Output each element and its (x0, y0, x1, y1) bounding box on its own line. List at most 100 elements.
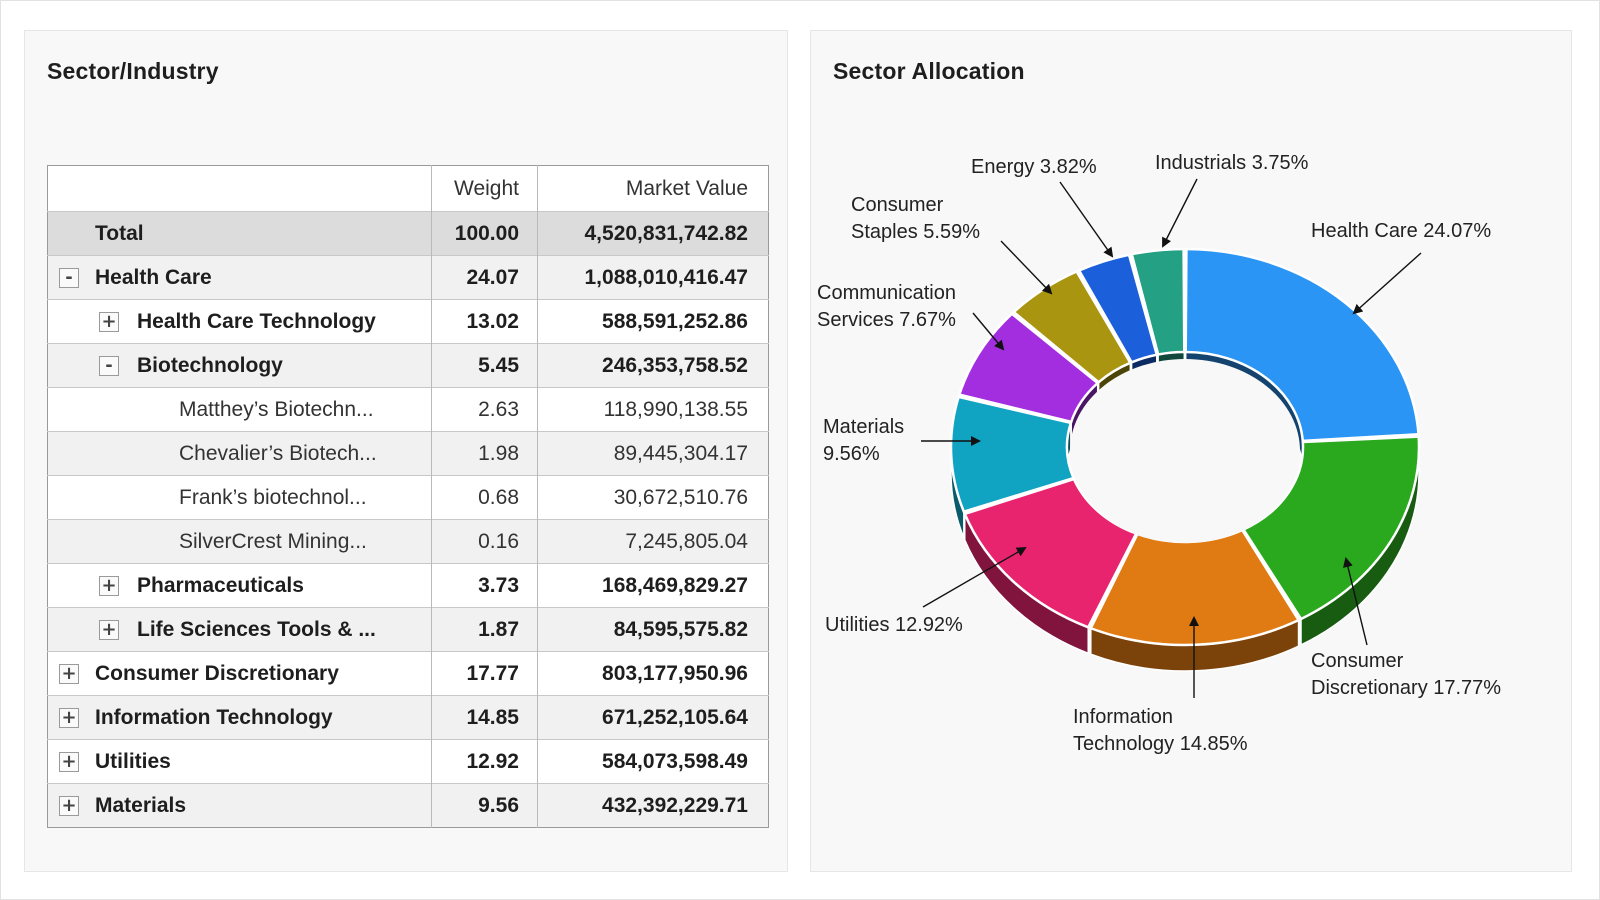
table-row[interactable]: + Consumer Discretionary 17.77 803,177,950.… (47, 651, 769, 696)
row-market-value-cell: 89,445,304.17 (537, 431, 769, 476)
donut-labels: Health Care 24.07% Consumer Discretionary … (817, 152, 1501, 755)
row-name-cell: Matthey’s Biotechn... (47, 387, 432, 432)
donut-slice-consumer-discretionary (1241, 435, 1421, 621)
donut-slice-materials (949, 395, 1076, 514)
row-market-value-cell: 84,595,575.82 (537, 607, 769, 652)
table-row[interactable]: - Biotechnology 5.45 246,353,758.52 (47, 343, 769, 388)
row-label: Pharmaceuticals (137, 573, 304, 597)
row-label: Materials (95, 793, 187, 817)
row-label: Total (95, 221, 144, 245)
slice-label: Communication Services 7.67% (817, 282, 956, 331)
row-market-value-cell: 7,245,805.04 (537, 519, 769, 564)
row-market-value-cell: 803,177,950.96 (537, 651, 769, 696)
row-label: SilverCrest Mining... (179, 529, 367, 553)
row-market-value-cell: 584,073,598.49 (537, 739, 769, 784)
row-name-cell: Total (47, 211, 432, 256)
column-header-market-value[interactable]: Market Value (625, 176, 748, 200)
expand-icon[interactable]: + (59, 707, 79, 728)
row-weight-cell: 1.87 (431, 607, 538, 652)
expand-icon[interactable]: + (99, 619, 119, 640)
panel-title: Sector/Industry (47, 58, 219, 84)
donut-slices-layer (949, 247, 1421, 647)
table-row[interactable]: SilverCrest Mining... 0.16 7,245,805.04 (47, 519, 769, 564)
table-row[interactable]: Chevalier’s Biotech... 1.98 89,445,304.17 (47, 431, 769, 476)
row-name-cell: SilverCrest Mining... (47, 519, 432, 564)
table-row[interactable]: Frank’s biotechnol... 0.68 30,672,510.76 (47, 475, 769, 520)
table-row[interactable]: + Materials 9.56 432,392,229.71 (47, 783, 769, 828)
donut-leader-lines (921, 178, 1422, 698)
slice-label: Utilities 12.92% (825, 614, 963, 636)
slice-label: Consumer Staples 5.59% (851, 194, 980, 243)
slice-label-line: Technology 14.85% (1073, 733, 1248, 755)
expand-icon[interactable]: + (99, 575, 119, 596)
table-row[interactable]: Matthey’s Biotechn... 2.63 118,990,138.55 (47, 387, 769, 432)
donut-hole (1070, 359, 1300, 543)
leader-line (1059, 181, 1114, 258)
table-row[interactable]: - Health Care 24.07 1,088,010,416.47 (47, 255, 769, 300)
row-label: Consumer Discretionary (95, 661, 339, 685)
table-body: Total 100.00 4,520,831,742.82- Health Care 2… (47, 211, 769, 828)
slice-label-line: Utilities 12.92% (825, 614, 963, 636)
row-market-value-cell: 432,392,229.71 (537, 783, 769, 828)
expand-icon[interactable]: + (59, 751, 79, 772)
expand-icon[interactable]: + (99, 311, 119, 332)
row-market-value-cell: 671,252,105.64 (537, 695, 769, 740)
row-label: Matthey’s Biotechn... (179, 397, 374, 421)
table-row[interactable]: + Pharmaceuticals 3.73 168,469,829.27 (47, 563, 769, 608)
row-name-cell: + Life Sciences Tools & ... (47, 607, 432, 652)
slice-label-line: 9.56% (823, 443, 880, 465)
slice-label: Consumer Discretionary 17.77% (1311, 650, 1501, 699)
row-weight-cell: 2.63 (431, 387, 538, 432)
slice-label: Industrials 3.75% (1155, 152, 1309, 174)
row-name-cell: Frank’s biotechnol... (47, 475, 432, 520)
table-row[interactable]: + Utilities 12.92 584,073,598.49 (47, 739, 769, 784)
sector-industry-panel: Sector/Industry Weight Market Value Tota… (24, 30, 788, 872)
row-market-value-cell: 4,520,831,742.82 (537, 211, 769, 256)
row-label: Information Technology (95, 705, 333, 729)
row-name-cell: + Pharmaceuticals (47, 563, 432, 608)
slice-label-line: Materials (823, 416, 904, 438)
row-name-cell: Chevalier’s Biotech... (47, 431, 432, 476)
row-weight-cell: 100.00 (431, 211, 538, 256)
table-row[interactable]: + Health Care Technology 13.02 588,591,252.… (47, 299, 769, 344)
slice-label-line: Discretionary 17.77% (1311, 677, 1501, 699)
row-market-value-cell: 118,990,138.55 (537, 387, 769, 432)
row-weight-cell: 5.45 (431, 343, 538, 388)
row-market-value-cell: 246,353,758.52 (537, 343, 769, 388)
table-row[interactable]: + Information Technology 14.85 671,252,105.… (47, 695, 769, 740)
row-weight-cell: 3.73 (431, 563, 538, 608)
row-name-cell: + Consumer Discretionary (47, 651, 432, 696)
donut-slice-communication-services (957, 312, 1100, 424)
row-name-cell: + Information Technology (47, 695, 432, 740)
leader-line (1000, 240, 1053, 295)
donut-slice-consumer-staples (1011, 269, 1133, 384)
row-market-value-cell: 1,088,010,416.47 (537, 255, 769, 300)
collapse-icon[interactable]: - (99, 355, 119, 376)
row-label: Health Care Technology (137, 309, 376, 333)
row-label: Life Sciences Tools & ... (137, 617, 376, 641)
row-name-cell: + Health Care Technology (47, 299, 432, 344)
table-row[interactable]: + Life Sciences Tools & ... 1.87 84,595,575… (47, 607, 769, 652)
expand-icon[interactable]: + (59, 663, 79, 684)
row-weight-cell: 1.98 (431, 431, 538, 476)
column-header-weight[interactable]: Weight (431, 165, 538, 212)
row-market-value-cell: 168,469,829.27 (537, 563, 769, 608)
collapse-icon[interactable]: - (59, 267, 79, 288)
leader-line (922, 546, 1027, 608)
donut-chart: Health Care 24.07% Consumer Discretionary … (817, 152, 1501, 755)
row-market-value-cell: 588,591,252.86 (537, 299, 769, 344)
row-market-value-cell: 30,672,510.76 (537, 475, 769, 520)
expand-icon[interactable]: + (59, 795, 79, 816)
table-row-total[interactable]: Total 100.00 4,520,831,742.82 (47, 211, 769, 256)
slice-label: Materials 9.56% (823, 416, 904, 465)
slice-label-line: Staples 5.59% (851, 221, 980, 243)
leader-line (972, 312, 1005, 351)
row-weight-cell: 17.77 (431, 651, 538, 696)
slice-label-line: Communication (817, 282, 956, 304)
leader-line (1343, 557, 1368, 646)
donut-slice-industrials (1130, 247, 1186, 356)
slice-label-line: Information (1073, 706, 1173, 728)
slice-label: Energy 3.82% (971, 156, 1097, 178)
row-weight-cell: 14.85 (431, 695, 538, 740)
chart-title: Sector Allocation (833, 58, 1025, 84)
